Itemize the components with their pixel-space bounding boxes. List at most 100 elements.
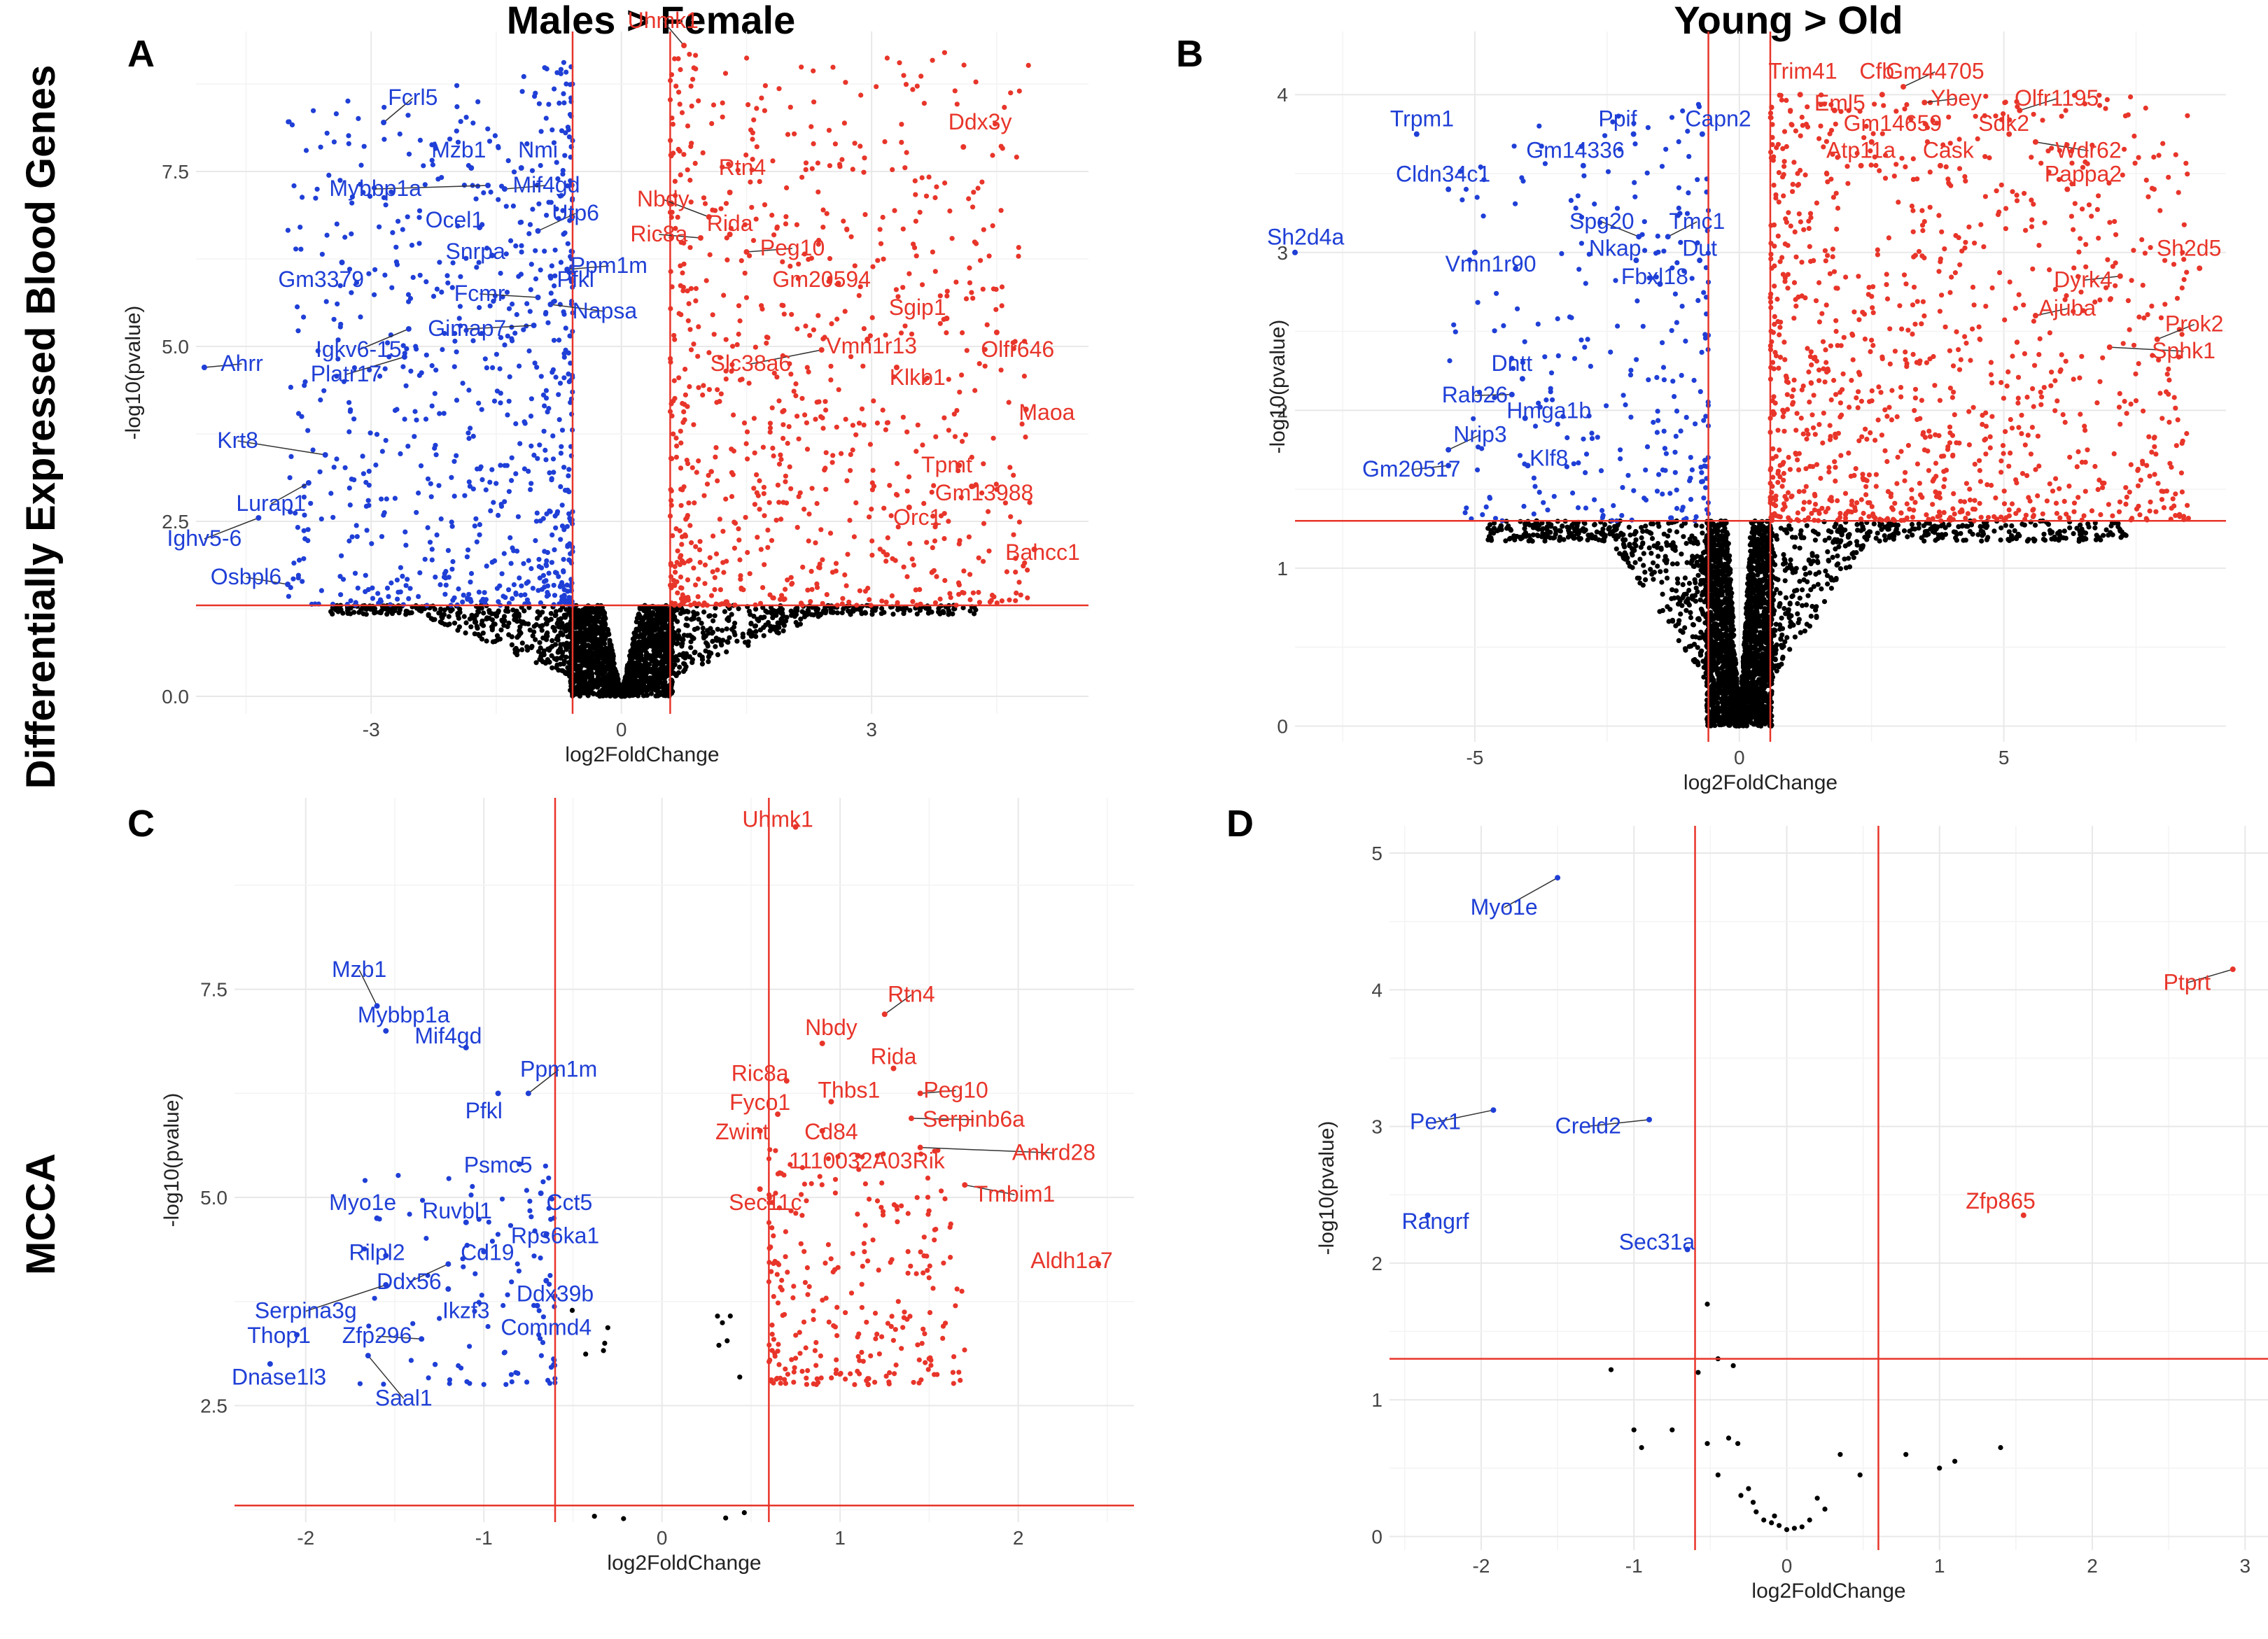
point-up <box>827 530 834 536</box>
point-down <box>313 195 318 201</box>
point-up <box>829 321 834 327</box>
point-up <box>820 415 825 421</box>
point-up <box>942 577 948 584</box>
point-ns <box>797 621 803 627</box>
point-down <box>493 351 500 357</box>
point-ns <box>474 624 479 629</box>
point-ns <box>763 622 769 628</box>
point-up <box>949 236 955 241</box>
point-ns <box>338 607 344 614</box>
point-up <box>732 545 737 551</box>
point-up <box>804 420 809 425</box>
point-down <box>449 474 454 480</box>
point-up <box>869 538 875 544</box>
point-ns <box>600 626 606 631</box>
point-down <box>539 586 545 592</box>
point-up <box>826 127 832 133</box>
point-down <box>429 547 435 552</box>
point-ns <box>654 679 659 685</box>
point-up <box>871 398 876 404</box>
point-ns <box>438 610 443 616</box>
point-ns <box>481 610 486 616</box>
point-up <box>690 465 695 470</box>
point-up <box>976 589 981 596</box>
point-up <box>824 592 830 598</box>
point-labeled <box>501 186 507 192</box>
point-up <box>980 286 986 292</box>
point-ns <box>595 656 601 662</box>
point-down <box>547 509 553 514</box>
point-up <box>990 223 995 229</box>
point-ns <box>635 693 641 698</box>
point-up <box>917 209 923 215</box>
point-ns <box>720 638 726 643</box>
point-up <box>952 434 958 439</box>
point-up <box>681 152 687 157</box>
point-down <box>467 484 473 489</box>
point-ns <box>1648 551 1654 556</box>
point-up <box>695 353 701 359</box>
point-ns <box>732 620 738 626</box>
point-ns <box>940 609 946 614</box>
point-up <box>897 60 902 66</box>
point-ns <box>729 612 734 617</box>
point-up <box>913 253 919 259</box>
point-down <box>346 485 352 491</box>
point-down <box>414 509 419 515</box>
point-up <box>986 253 992 259</box>
point-ns <box>1688 614 1694 621</box>
point-down <box>402 529 408 535</box>
point-down <box>374 432 380 437</box>
point-up <box>770 158 776 164</box>
point-ns <box>659 670 665 676</box>
point-down <box>552 513 558 519</box>
point-up <box>687 327 693 332</box>
point-down <box>331 139 337 145</box>
x-axis-label: log2FoldChange <box>565 743 719 766</box>
point-ns <box>1632 560 1638 565</box>
point-down <box>494 388 500 394</box>
point-ns <box>1825 581 1830 587</box>
point-up <box>883 599 889 605</box>
point-up <box>693 52 699 58</box>
point-down <box>451 493 457 499</box>
point-ns <box>604 633 610 638</box>
point-ns <box>575 640 581 645</box>
point-up <box>687 384 692 390</box>
point-down <box>550 433 556 439</box>
point-up <box>745 549 750 556</box>
point-down <box>334 456 340 462</box>
point-up <box>893 287 899 293</box>
point-ns <box>699 661 706 667</box>
point-up <box>676 375 682 381</box>
point-up <box>839 451 844 456</box>
point-down <box>542 447 548 453</box>
point-ns <box>661 687 666 693</box>
point-down <box>421 163 426 169</box>
point-down <box>451 595 457 600</box>
point-ns <box>676 628 682 633</box>
point-up <box>789 582 794 587</box>
point-ns <box>426 612 431 619</box>
point-ns <box>1643 577 1648 583</box>
point-up <box>685 123 691 129</box>
point-down <box>384 496 389 502</box>
point-up <box>814 400 820 405</box>
point-ns <box>1814 614 1819 620</box>
point-up <box>869 506 874 512</box>
point-down <box>450 558 456 565</box>
point-up <box>738 258 744 264</box>
point-up <box>913 218 918 224</box>
point-down <box>363 589 368 595</box>
point-ns <box>715 626 720 632</box>
point-up <box>869 480 875 486</box>
point-down <box>558 451 564 456</box>
point-up <box>750 136 755 142</box>
point-labeled <box>531 323 537 328</box>
point-ns <box>1808 613 1814 619</box>
point-down <box>425 476 431 481</box>
point-ns <box>598 649 604 656</box>
point-up <box>745 456 750 462</box>
point-ns <box>601 611 606 617</box>
gene-label: Platr17 <box>311 361 382 386</box>
